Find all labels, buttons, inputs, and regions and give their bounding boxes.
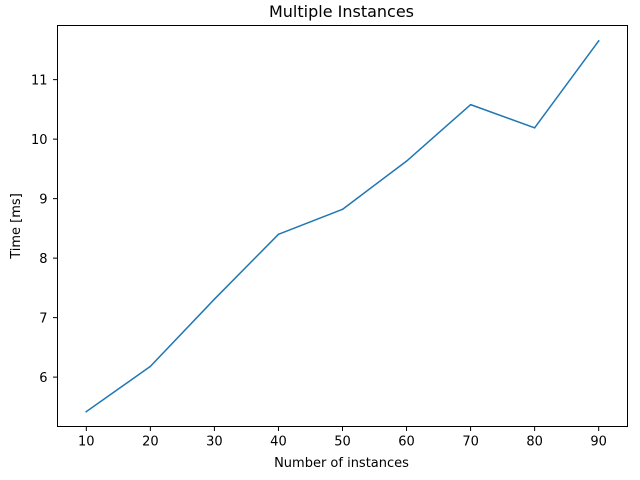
chart-title: Multiple Instances	[269, 2, 414, 21]
y-tick-label: 11	[31, 74, 48, 89]
x-tick-label: 20	[142, 435, 159, 450]
x-tick-label: 10	[78, 435, 95, 450]
data-point	[405, 160, 408, 162]
data-point	[213, 298, 216, 300]
x-tick-label: 60	[398, 435, 415, 450]
x-tick-label: 70	[462, 435, 479, 450]
data-point	[277, 233, 280, 236]
x-tick-label: 80	[526, 435, 543, 450]
x-tick-label: 50	[334, 435, 351, 450]
y-tick-label: 6	[39, 371, 47, 386]
data-point	[533, 127, 536, 129]
data-point	[597, 40, 600, 42]
y-tick-label: 9	[39, 193, 47, 208]
y-tick-label: 10	[31, 133, 48, 148]
data-point	[469, 103, 472, 106]
plot-frame	[57, 25, 628, 427]
data-point	[85, 410, 88, 413]
data-point	[341, 208, 344, 211]
x-tick-label: 30	[206, 435, 223, 450]
x-axis-label: Number of instances	[274, 456, 409, 471]
series-layer	[85, 39, 600, 413]
x-tick-label: 90	[590, 435, 607, 450]
plot-area: 10 20 30 40 50 60 70 80 90 6 7 8 9 10 11	[31, 25, 628, 450]
y-axis-ticks: 6 7 8 9 10 11	[31, 74, 58, 386]
y-tick-label: 7	[39, 312, 47, 327]
y-axis-label: Time [ms]	[9, 193, 24, 260]
x-axis-ticks: 10 20 30 40 50 60 70 80 90	[78, 426, 607, 450]
x-tick-label: 40	[270, 435, 287, 450]
data-point	[149, 365, 152, 368]
y-tick-label: 8	[39, 252, 47, 267]
